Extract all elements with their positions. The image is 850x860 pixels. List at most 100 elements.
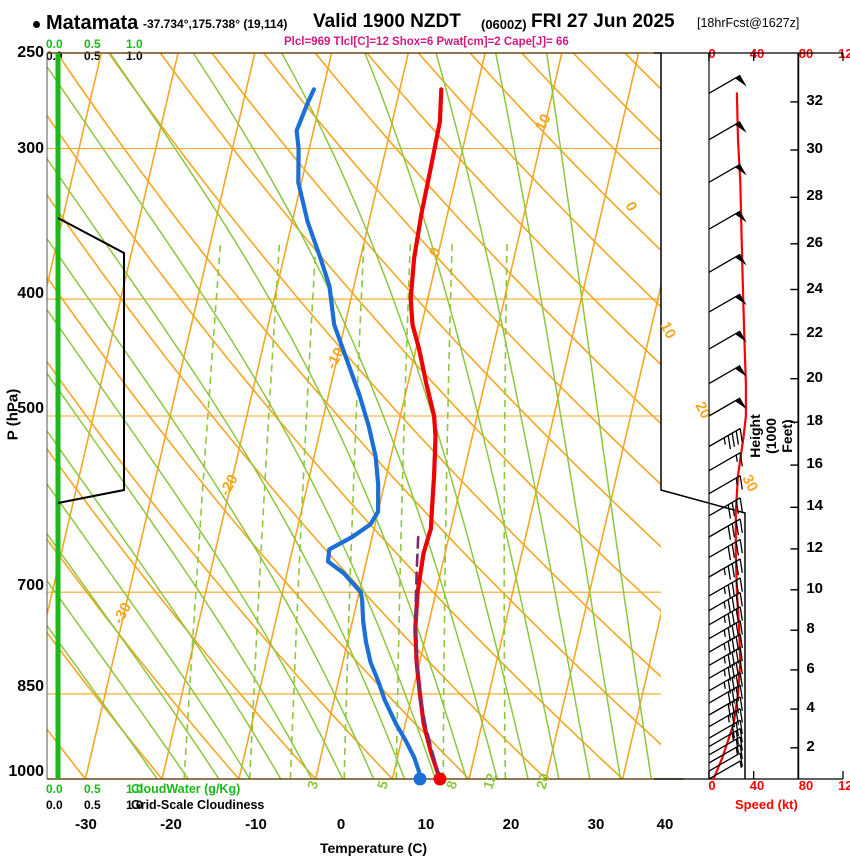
- speed-axis-title: Speed (kt): [735, 797, 798, 812]
- wind-barb-0: [708, 760, 742, 779]
- cloudiness-tick-bottom-0: 0.0: [46, 798, 63, 812]
- valid-date: FRI 27 Jun 2025: [531, 11, 675, 32]
- pressure-tick-700: 700: [17, 577, 44, 594]
- height-tick-label-32: 32: [806, 91, 824, 109]
- cloudiness-tick-bottom-1: 0.5: [84, 798, 101, 812]
- isotherm-label-1: 0: [426, 245, 445, 260]
- speed-tick-bottom-0: 0: [708, 778, 716, 793]
- station-name: Matamata: [46, 12, 139, 34]
- pressure-tick-850: 850: [17, 678, 44, 695]
- height-tick-label-26: 26: [806, 233, 824, 251]
- cloudiness-profile: [57, 217, 125, 504]
- temperature-tick-10: 10: [417, 816, 435, 833]
- profile-parcel: [414, 535, 442, 779]
- wind-barb-15: [708, 592, 743, 614]
- valid-time: Valid 1900 NZDT: [313, 11, 461, 32]
- station-marker-dot: [33, 21, 40, 28]
- height-tick-label-12: 12: [806, 538, 824, 556]
- wind-barb-3: [708, 736, 743, 756]
- wind-barb-25: [708, 365, 747, 385]
- wind-barb-9: [708, 672, 743, 694]
- height-tick-label-30: 30: [806, 140, 824, 158]
- height-tick-label-14: 14: [806, 497, 824, 515]
- cloudiness-tick-bottom-2: 1.0: [126, 798, 143, 812]
- grid-group: [47, 53, 661, 779]
- wind-barb-20: [708, 497, 743, 519]
- cloudwater-axis-label: CloudWater (g/Kg): [131, 782, 241, 796]
- cloudiness-axis-label: Grid-Scale Cloudiness: [131, 798, 265, 812]
- profile-dewpoint: [294, 87, 423, 779]
- cloudwater-tick-bottom-0: 0.0: [46, 782, 63, 796]
- sounding-indices: Plcl=969 Tlcl[C]=12 Shox=6 Pwat[cm]=2 Ca…: [284, 36, 569, 48]
- forecast-label: [18hrFcst@1627z]: [697, 16, 800, 30]
- mixing-ratio-label-1: 5: [374, 778, 392, 791]
- speed-tick-bottom-40: 40: [749, 778, 765, 793]
- cloudwater-tick-bottom-1: 0.5: [84, 782, 101, 796]
- wind-barb-14: [708, 606, 743, 628]
- temperature-tick-0: 0: [336, 816, 346, 833]
- mixing-ratio-label-3: 12: [480, 771, 500, 791]
- pressure-tick-1000: 1000: [8, 763, 44, 780]
- wind-barb-24: [708, 397, 747, 417]
- wind-barb-2: [708, 744, 743, 764]
- temperature-tick-20: 20: [502, 816, 520, 833]
- wind-barb-30: [708, 163, 747, 183]
- wind-barb-7: [708, 696, 743, 718]
- height-tick-label-28: 28: [806, 187, 824, 205]
- wind-barb-32: [708, 74, 747, 94]
- speed-tick-top-120: 120: [838, 46, 850, 61]
- wind-barb-17: [708, 558, 743, 580]
- mixing-ratio-label-4: 20: [533, 771, 553, 791]
- height-tick-label-20: 20: [806, 368, 824, 386]
- wind-barb-22: [708, 452, 743, 472]
- isotherm-label-0: 10: [532, 111, 555, 134]
- temperature-tick-40: 40: [656, 816, 674, 833]
- temperature-tick-30: 30: [587, 816, 605, 833]
- wind-barb-18: [708, 538, 743, 561]
- isotherm-label-3: -20: [216, 472, 241, 499]
- wind-barb-6: [708, 708, 743, 728]
- wind-barb-11: [708, 646, 743, 669]
- wind-barb-8: [708, 684, 743, 706]
- wind-barb-27: [708, 293, 747, 313]
- wind-barb-16: [708, 577, 743, 599]
- wind-barb-12: [708, 633, 743, 656]
- dry-adiabat-label-3: 30: [738, 472, 761, 495]
- mixing-ratio-label-0: 3: [304, 778, 322, 791]
- wind-barb-23: [708, 427, 743, 450]
- height-tick-label-16: 16: [806, 455, 824, 473]
- dry-adiabat-label-2: 20: [691, 399, 714, 422]
- height-tick-label-6: 6: [806, 659, 815, 677]
- pressure-tick-300: 300: [17, 140, 44, 157]
- wind-barb-1: [708, 752, 743, 772]
- wind-barb-29: [708, 210, 747, 230]
- speed-tick-bottom-80: 80: [798, 778, 814, 793]
- cloudwater-tick-0: 0.0: [46, 37, 63, 51]
- speed-tick-bottom-120: 120: [838, 778, 850, 793]
- height-tick-label-8: 8: [806, 620, 815, 638]
- height-tick-label-22: 22: [806, 324, 824, 342]
- dry-adiabat-label-1: 10: [656, 319, 679, 342]
- temperature-surface-marker: [433, 772, 447, 786]
- wind-barb-5: [708, 719, 743, 739]
- wind-barb-28: [708, 253, 747, 273]
- wind-barb-19: [708, 518, 743, 540]
- wind-barb-group: [708, 74, 747, 779]
- wind-barb-26: [708, 330, 747, 350]
- wind-barb-31: [708, 121, 747, 141]
- frame-right-step: [660, 53, 746, 779]
- wind-barb-13: [708, 620, 743, 642]
- temperature-tick--30: -30: [75, 816, 97, 833]
- cloudwater-tick-1: 0.5: [84, 37, 101, 51]
- height-tick-label-18: 18: [806, 412, 824, 430]
- dry-adiabat-label-0: 0: [621, 199, 640, 214]
- station-coordinates: -37.734°,175.738° (19,114): [143, 17, 288, 31]
- valid-time-zulu: (0600Z): [481, 17, 527, 32]
- wind-barb-10: [708, 659, 743, 682]
- cloudwater-tick-bottom-2: 1.0: [126, 782, 143, 796]
- cloudwater-tick-2: 1.0: [126, 37, 143, 51]
- height-tick-label-4: 4: [806, 699, 815, 717]
- height-tick-label-2: 2: [806, 737, 815, 755]
- pressure-tick-250: 250: [17, 44, 44, 61]
